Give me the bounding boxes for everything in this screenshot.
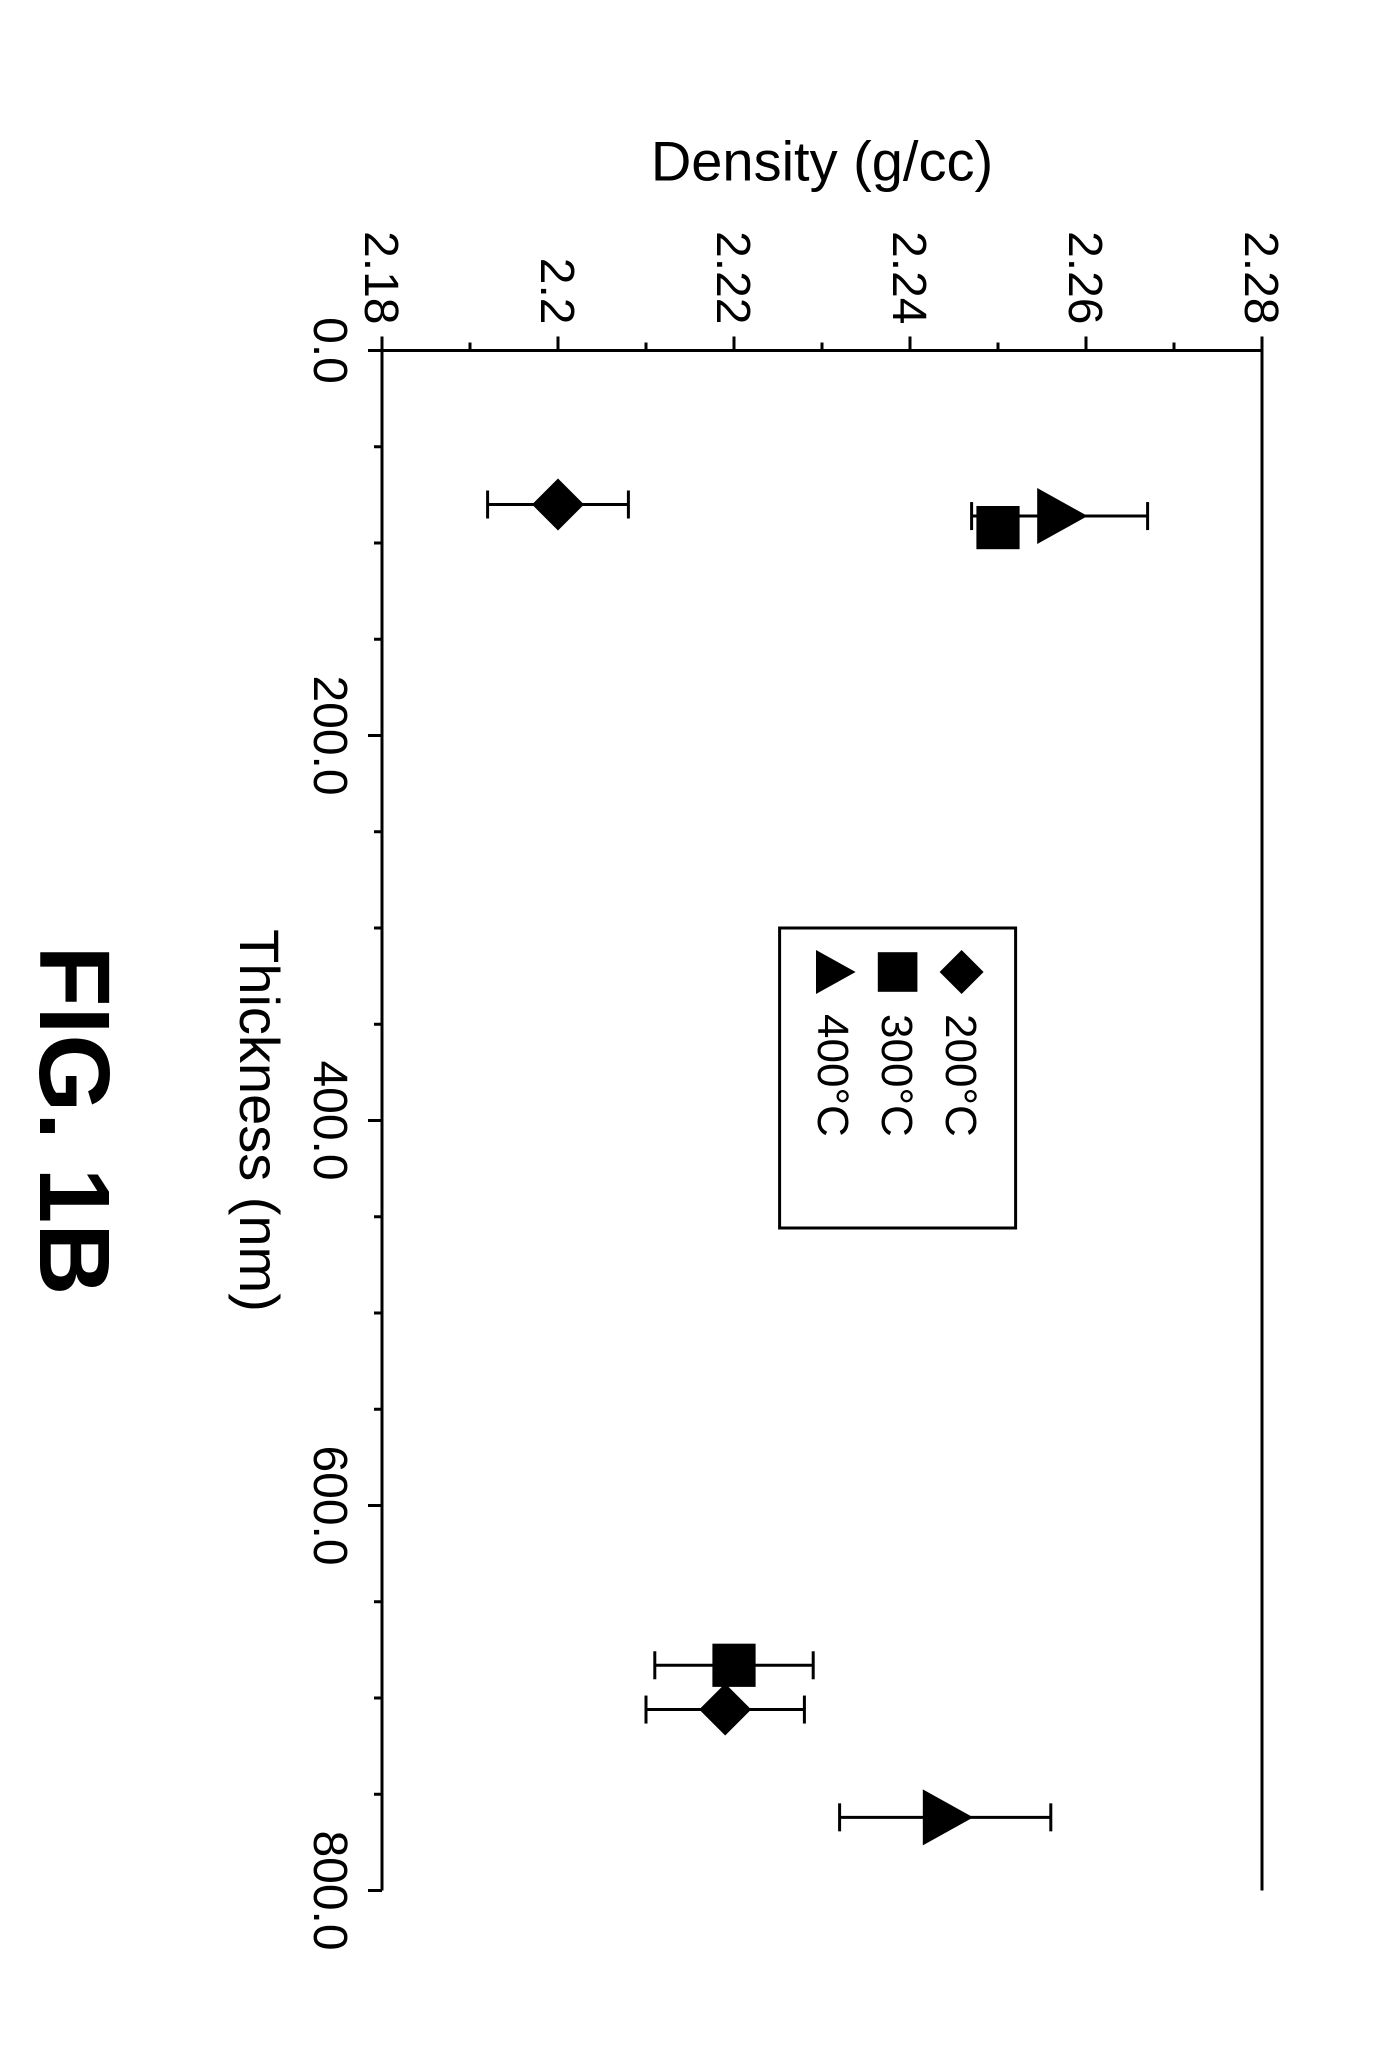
y-tick-label: 2.18 bbox=[354, 231, 407, 324]
x-tick-label: 600.0 bbox=[303, 1445, 356, 1565]
y-tick-label: 2.2 bbox=[530, 257, 583, 324]
legend-label: 400°C bbox=[808, 1014, 857, 1137]
y-tick-label: 2.22 bbox=[706, 231, 759, 324]
x-tick-label: 400.0 bbox=[303, 1060, 356, 1180]
legend-label: 200°C bbox=[936, 1014, 985, 1137]
triangle-marker bbox=[816, 950, 856, 994]
x-axis-label: Thickness (nm) bbox=[228, 929, 291, 1312]
x-tick-label: 0.0 bbox=[303, 317, 356, 384]
x-tick-label: 200.0 bbox=[303, 675, 356, 795]
y-tick-label: 2.26 bbox=[1058, 231, 1111, 324]
diamond-marker bbox=[532, 478, 584, 530]
square-marker bbox=[712, 1643, 755, 1686]
diamond-marker bbox=[940, 950, 984, 994]
x-tick-label: 800.0 bbox=[303, 1830, 356, 1950]
figure-label: FIG. 1B bbox=[18, 945, 130, 1295]
y-tick-label: 2.24 bbox=[882, 231, 935, 324]
diamond-marker bbox=[699, 1683, 751, 1735]
triangle-marker bbox=[923, 1789, 973, 1845]
square-marker bbox=[976, 506, 1019, 549]
triangle-marker bbox=[1037, 488, 1087, 544]
y-axis-label: Density (g/cc) bbox=[651, 129, 993, 192]
legend-label: 300°C bbox=[872, 1014, 921, 1137]
square-marker bbox=[878, 952, 918, 992]
y-tick-label: 2.28 bbox=[1234, 231, 1287, 324]
chart-container: 0.0 200.0 400.0 600.0 800.0 2.18 2.2 2.22 2.24 2.… bbox=[0, 0, 1382, 2051]
density-vs-thickness-chart: 0.0 200.0 400.0 600.0 800.0 2.18 2.2 2.22 2.24 2.… bbox=[0, 0, 1382, 2051]
